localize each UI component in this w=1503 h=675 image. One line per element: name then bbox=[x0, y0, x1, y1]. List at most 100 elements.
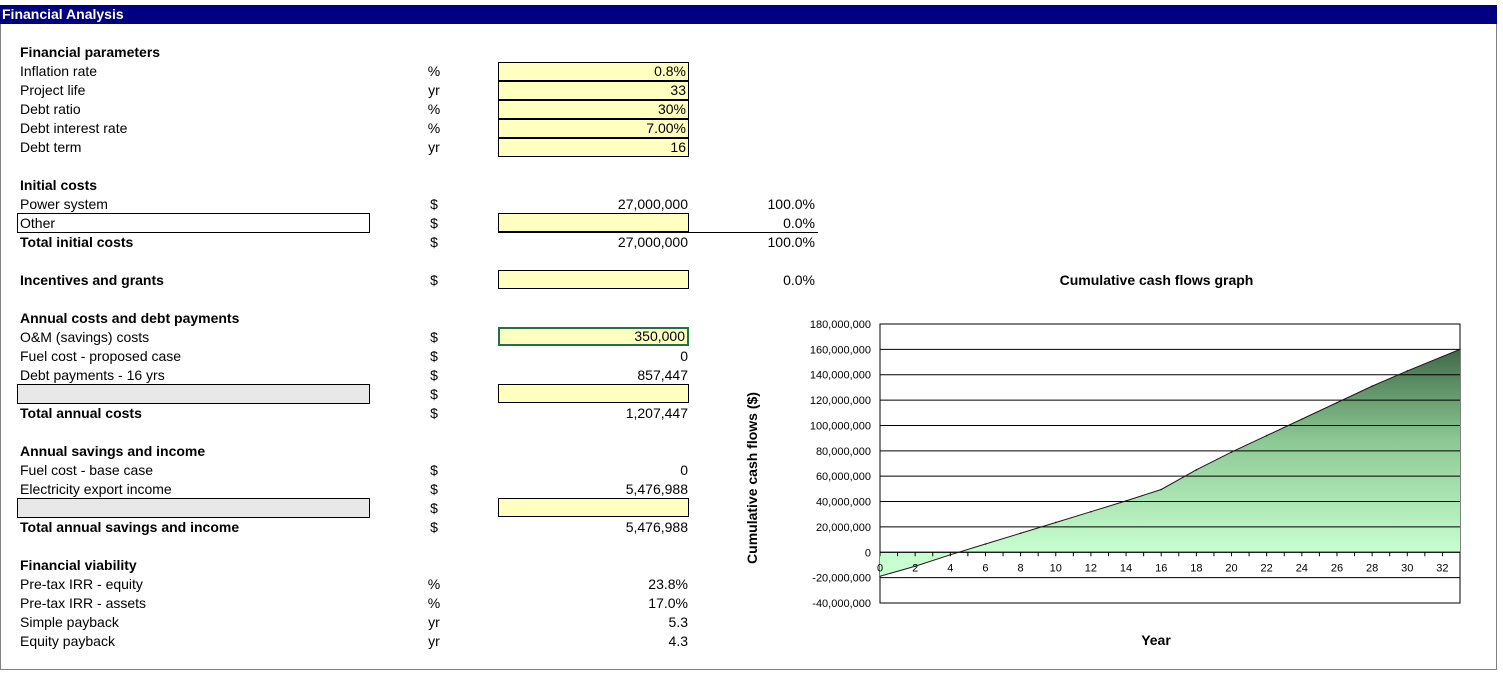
frame-left-border bbox=[0, 24, 1, 670]
debt-ratio-input[interactable]: 30% bbox=[498, 100, 689, 119]
equity-payback-value: 4.3 bbox=[668, 633, 688, 649]
debt-payments-label: Debt payments - 16 yrs bbox=[20, 367, 165, 383]
fuel-cost-proposed-value: 0 bbox=[680, 348, 688, 364]
chart-title: Cumulative cash flows graph bbox=[1059, 272, 1254, 288]
data-point-13 bbox=[1336, 401, 1338, 404]
x-tick-label-8: 16 bbox=[1155, 562, 1167, 574]
irr-equity-value: 23.8% bbox=[648, 576, 688, 592]
annual-cost-extra-label-input[interactable] bbox=[17, 384, 370, 404]
data-point-7 bbox=[1125, 500, 1127, 502]
debt-payments-value: 857,447 bbox=[637, 367, 688, 383]
y-tick-label-1: 160,000,000 bbox=[810, 344, 871, 356]
data-point-9 bbox=[1195, 469, 1198, 471]
frame-bottom-border bbox=[0, 669, 1497, 670]
x-tick-label-11: 22 bbox=[1261, 562, 1273, 574]
power-system-unit: $ bbox=[430, 196, 438, 212]
financial-parameters-heading: Financial parameters bbox=[20, 44, 161, 60]
y-tick-label-7: 40,000,000 bbox=[816, 497, 871, 509]
y-tick-label-4: 100,000,000 bbox=[810, 420, 871, 432]
fuel-cost-base-unit: $ bbox=[430, 462, 438, 478]
initial-costs-total-rule bbox=[498, 232, 818, 233]
simple-payback-unit: yr bbox=[428, 614, 440, 630]
annual-cost-extra-input[interactable] bbox=[498, 384, 689, 403]
electricity-export-unit: $ bbox=[430, 481, 438, 497]
project-life-input[interactable]: 33 bbox=[498, 81, 689, 100]
electricity-export-value: 5,476,988 bbox=[625, 481, 688, 497]
y-tick-label-10: -20,000,000 bbox=[812, 573, 871, 585]
total-annual-savings-value: 5,476,988 bbox=[625, 519, 688, 535]
total-annual-savings-unit: $ bbox=[430, 519, 438, 535]
data-point-15 bbox=[1406, 370, 1409, 372]
debt-ratio-label: Debt ratio bbox=[20, 101, 81, 117]
chart-x-axis-label: Year bbox=[1141, 632, 1171, 648]
annual-costs-heading: Annual costs and debt payments bbox=[20, 310, 240, 326]
om-costs-input[interactable]: 350,000 bbox=[498, 327, 689, 346]
y-tick-label-3: 120,000,000 bbox=[810, 395, 871, 407]
x-tick-label-15: 30 bbox=[1401, 562, 1413, 574]
data-point-6 bbox=[1090, 510, 1092, 513]
irr-equity-unit: % bbox=[427, 576, 441, 592]
inflation-rate-unit: % bbox=[427, 63, 441, 79]
inflation-rate-input[interactable]: 0.8% bbox=[498, 62, 689, 81]
other-cost-input[interactable] bbox=[498, 213, 689, 232]
total-initial-costs-value: 27,000,000 bbox=[617, 234, 688, 250]
debt-term-input[interactable]: 16 bbox=[498, 138, 689, 157]
annual-savings-extra-label-input[interactable] bbox=[17, 498, 370, 518]
debt-term-label: Debt term bbox=[20, 139, 82, 155]
total-initial-costs-label: Total initial costs bbox=[20, 234, 134, 250]
data-point-3 bbox=[984, 543, 987, 545]
project-life-unit: yr bbox=[428, 82, 440, 98]
data-point-11 bbox=[1265, 434, 1268, 437]
simple-payback-value: 5.3 bbox=[668, 614, 688, 630]
data-point-10 bbox=[1230, 451, 1233, 453]
debt-interest-rate-input[interactable]: 7.00% bbox=[498, 119, 689, 138]
y-tick-label-9: 0 bbox=[865, 547, 871, 559]
data-point-12 bbox=[1301, 418, 1303, 420]
y-tick-label-2: 140,000,000 bbox=[810, 370, 871, 382]
cumulative-cash-flow-area bbox=[880, 349, 1460, 577]
data-point-4 bbox=[1019, 532, 1022, 535]
data-point-8 bbox=[1160, 488, 1163, 491]
total-annual-costs-unit: $ bbox=[430, 405, 438, 421]
total-initial-costs-percent: 100.0% bbox=[767, 234, 815, 250]
incentives-percent: 0.0% bbox=[783, 272, 815, 288]
x-tick-label-2: 4 bbox=[947, 562, 953, 574]
x-tick-label-10: 20 bbox=[1225, 562, 1237, 574]
power-system-percent: 100.0% bbox=[767, 196, 815, 212]
fuel-cost-proposed-unit: $ bbox=[430, 348, 438, 364]
frame-right-border bbox=[1496, 24, 1497, 670]
om-costs-unit: $ bbox=[430, 329, 438, 345]
other-label-underline bbox=[17, 232, 370, 233]
incentives-input[interactable] bbox=[498, 270, 689, 289]
debt-ratio-unit: % bbox=[427, 101, 441, 117]
fuel-cost-proposed-label: Fuel cost - proposed case bbox=[20, 348, 182, 364]
debt-interest-rate-unit: % bbox=[427, 120, 441, 136]
incentives-label: Incentives and grants bbox=[20, 272, 164, 288]
y-tick-label-11: -40,000,000 bbox=[812, 598, 871, 610]
annual-savings-heading: Annual savings and income bbox=[20, 443, 206, 459]
x-tick-label-12: 24 bbox=[1296, 562, 1308, 574]
debt-term-unit: yr bbox=[428, 139, 440, 155]
y-tick-label-5: 80,000,000 bbox=[816, 446, 871, 458]
x-tick-label-3: 6 bbox=[982, 562, 988, 574]
y-tick-label-6: 60,000,000 bbox=[816, 471, 871, 483]
annual-savings-extra-input[interactable] bbox=[498, 498, 689, 517]
other-cost-percent: 0.0% bbox=[783, 215, 815, 231]
incentives-unit: $ bbox=[430, 272, 438, 288]
data-point-1 bbox=[914, 565, 916, 568]
total-annual-costs-value: 1,207,447 bbox=[625, 405, 688, 421]
data-point-5 bbox=[1054, 521, 1057, 524]
total-initial-costs-unit: $ bbox=[430, 234, 438, 250]
electricity-export-label: Electricity export income bbox=[20, 481, 172, 497]
debt-interest-rate-label: Debt interest rate bbox=[20, 120, 128, 136]
inflation-rate-label: Inflation rate bbox=[20, 63, 98, 79]
data-point-14 bbox=[1371, 385, 1373, 387]
irr-assets-label: Pre-tax IRR - assets bbox=[20, 595, 147, 611]
fuel-cost-base-value: 0 bbox=[680, 462, 688, 478]
annual-cost-extra-unit: $ bbox=[430, 386, 438, 402]
power-system-label: Power system bbox=[20, 196, 108, 212]
window-title: Financial Analysis bbox=[0, 5, 1497, 24]
irr-assets-unit: % bbox=[427, 595, 441, 611]
x-tick-label-0: 0 bbox=[877, 562, 883, 574]
